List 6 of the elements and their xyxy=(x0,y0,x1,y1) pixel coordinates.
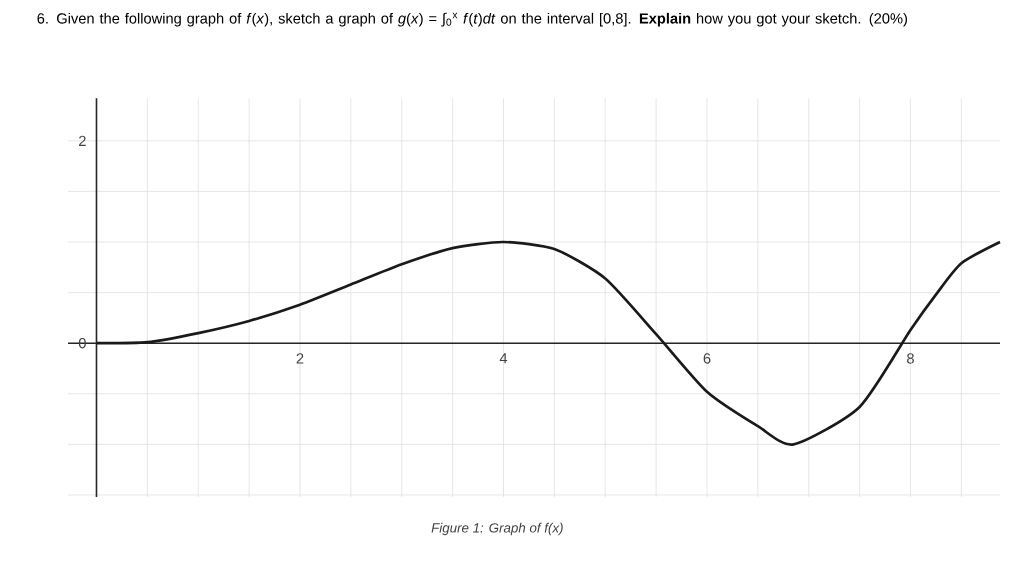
chart-title: 6. Given the following graph of f(x), sketch a graph of g(x) = ∫$_{0}$$^{x}$ f(t)dt on the interval [0,8]. Explain how you got your sketch. (20%) xyxy=(37,12,907,27)
x-tick-label: 4 xyxy=(499,353,508,364)
x-tick-label: 8 xyxy=(907,353,914,364)
x-tick-label: 2 xyxy=(296,353,304,364)
x-tick-label: 6 xyxy=(703,353,711,364)
caption: Figure 1: Graph of f(x) xyxy=(431,522,563,536)
